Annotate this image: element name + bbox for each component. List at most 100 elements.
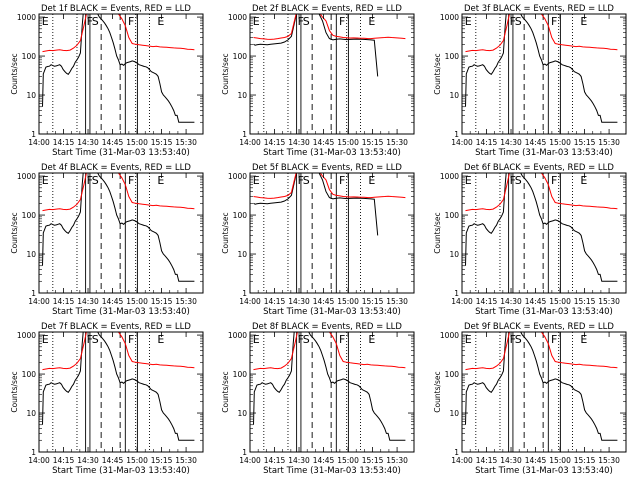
interval-marker-f: F xyxy=(339,15,345,28)
lld-line xyxy=(42,14,195,53)
x-tick-label: 14:15 xyxy=(53,456,75,465)
x-tick-label: 14:15 xyxy=(476,456,498,465)
interval-marker-e: E xyxy=(42,174,49,187)
x-tick-label: 15:15 xyxy=(151,297,173,306)
interval-marker-e: E xyxy=(580,15,587,28)
lld-line xyxy=(42,332,195,371)
y-tick-label: 10 xyxy=(449,250,459,259)
y-axis-label: Counts/sec xyxy=(221,212,230,253)
interval-marker-s: S xyxy=(303,333,310,346)
interval-marker-e: E xyxy=(157,15,164,28)
panel-6: Det 6f BLACK = Events, RED = LLD 1 10 100 10… xyxy=(433,163,627,317)
panel-5: Det 5f BLACK = Events, RED = LLD 1 10 100 10… xyxy=(221,163,415,317)
x-tick-label: 15:30 xyxy=(598,456,620,465)
plot-title: Det 9f BLACK = Events, RED = LLD xyxy=(464,322,614,332)
events-line xyxy=(253,173,379,236)
x-tick-label: 14:45 xyxy=(102,297,124,306)
interval-marker-s: S xyxy=(515,333,522,346)
y-tick-label: 1 xyxy=(454,448,459,457)
x-tick-label: 14:30 xyxy=(500,456,522,465)
plot-title: Det 3f BLACK = Events, RED = LLD xyxy=(464,4,614,14)
x-tick-label: 15:00 xyxy=(126,297,148,306)
x-tick-label: 15:00 xyxy=(549,138,571,147)
y-tick-label: 1000 xyxy=(440,331,459,340)
events-line xyxy=(253,332,406,441)
data-series xyxy=(42,14,195,123)
interval-marker-s: S xyxy=(515,15,522,28)
interval-marker-e: E xyxy=(368,174,375,187)
lld-line xyxy=(42,173,195,212)
y-tick-label: 1000 xyxy=(17,172,36,181)
interval-marker-s: S xyxy=(92,333,99,346)
interval-marker-e: E xyxy=(368,333,375,346)
y-tick-label: 10 xyxy=(26,250,36,259)
x-tick-label: 15:15 xyxy=(151,138,173,147)
interval-marker-e: E xyxy=(580,333,587,346)
reference-lines xyxy=(263,173,361,293)
data-series xyxy=(465,173,618,282)
y-tick-label: 10 xyxy=(237,409,247,418)
interval-marker-f: F xyxy=(339,333,345,346)
interval-marker-e: E xyxy=(465,15,472,28)
x-axis-label: Start Time (31-Mar-03 13:53:40) xyxy=(263,307,401,317)
x-tick-label: 15:30 xyxy=(175,297,197,306)
panel-9: Det 9f BLACK = Events, RED = LLD 1 10 100 10… xyxy=(433,322,627,476)
y-tick-label: 1000 xyxy=(228,172,247,181)
y-tick-label: 1000 xyxy=(17,331,36,340)
interval-marker-f: F xyxy=(510,333,516,346)
plot-frame xyxy=(38,172,204,294)
x-axis-label: Start Time (31-Mar-03 13:53:40) xyxy=(475,307,613,317)
plot-title: Det 2f BLACK = Events, RED = LLD xyxy=(252,4,402,14)
interval-marker-e: E xyxy=(157,174,164,187)
x-axis-label: Start Time (31-Mar-03 13:53:40) xyxy=(52,148,190,158)
plot-frame xyxy=(249,13,415,135)
x-tick-label: 15:15 xyxy=(362,456,384,465)
plot-title: Det 4f BLACK = Events, RED = LLD xyxy=(41,163,191,173)
panel-4: Det 4f BLACK = Events, RED = LLD 1 10 100 10… xyxy=(10,163,204,317)
y-axis-label: Counts/sec xyxy=(10,371,19,412)
x-tick-label: 14:00 xyxy=(239,138,261,147)
y-tick-label: 100 xyxy=(233,211,248,220)
interval-marker-e: E xyxy=(253,333,260,346)
plot-frame xyxy=(461,331,627,453)
panel-8: Det 8f BLACK = Events, RED = LLD 1 10 100 10… xyxy=(221,322,415,476)
x-tick-label: 15:15 xyxy=(362,297,384,306)
interval-marker-f: F xyxy=(551,15,557,28)
x-tick-label: 15:00 xyxy=(337,456,359,465)
reference-lines xyxy=(475,332,573,452)
plot-title: Det 5f BLACK = Events, RED = LLD xyxy=(252,163,402,173)
interval-marker-f: F xyxy=(510,15,516,28)
y-tick-label: 10 xyxy=(26,409,36,418)
y-tick-label: 1 xyxy=(242,130,247,139)
x-tick-label: 14:30 xyxy=(77,138,99,147)
events-line xyxy=(42,173,195,282)
x-tick-label: 14:15 xyxy=(264,297,286,306)
interval-marker-f: F xyxy=(298,174,304,187)
data-series xyxy=(253,332,406,441)
x-tick-label: 14:15 xyxy=(53,297,75,306)
x-tick-label: 14:15 xyxy=(53,138,75,147)
x-tick-label: 14:45 xyxy=(102,138,124,147)
data-series xyxy=(465,332,618,441)
y-tick-label: 100 xyxy=(445,211,460,220)
reference-lines xyxy=(52,332,150,452)
y-tick-label: 1 xyxy=(454,289,459,298)
y-axis-label: Counts/sec xyxy=(433,53,442,94)
lld-line xyxy=(465,332,618,371)
plot-title: Det 8f BLACK = Events, RED = LLD xyxy=(252,322,402,332)
events-line xyxy=(42,332,195,441)
interval-marker-s: S xyxy=(515,174,522,187)
interval-marker-e: E xyxy=(580,174,587,187)
interval-marker-e: E xyxy=(42,15,49,28)
y-tick-label: 100 xyxy=(22,52,37,61)
x-axis-label: Start Time (31-Mar-03 13:53:40) xyxy=(475,466,613,476)
interval-marker-f: F xyxy=(551,333,557,346)
events-line xyxy=(465,173,618,282)
x-tick-label: 15:30 xyxy=(386,297,408,306)
interval-marker-f: F xyxy=(128,15,134,28)
y-axis-label: Counts/sec xyxy=(10,53,19,94)
plot-title: Det 7f BLACK = Events, RED = LLD xyxy=(41,322,191,332)
interval-marker-s: S xyxy=(92,174,99,187)
reference-lines xyxy=(263,332,361,452)
x-tick-label: 14:45 xyxy=(313,138,335,147)
